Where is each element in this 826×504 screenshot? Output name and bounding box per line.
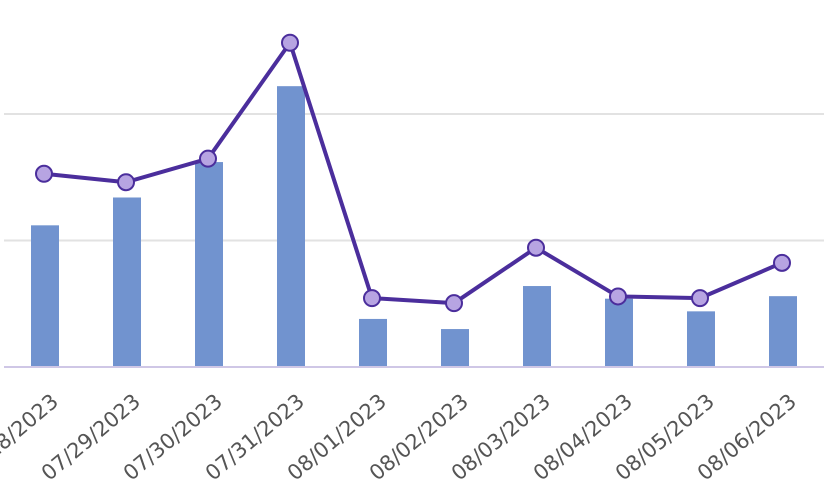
line-series xyxy=(43,40,783,306)
line-point-4 xyxy=(281,33,299,52)
bar-1 xyxy=(31,225,59,367)
bar-9 xyxy=(687,311,715,367)
bar-2 xyxy=(113,197,141,367)
bar-4 xyxy=(277,86,305,368)
line-point-5 xyxy=(363,289,381,308)
bar-8 xyxy=(605,298,633,367)
line-point-10 xyxy=(773,253,791,272)
bar-10 xyxy=(769,296,797,367)
bar-7 xyxy=(523,286,551,367)
line-point-7 xyxy=(527,238,545,257)
line-point-2 xyxy=(117,173,135,192)
line-point-6 xyxy=(445,294,463,313)
bar-5 xyxy=(359,318,387,367)
line-point-1 xyxy=(35,164,53,183)
bar-6 xyxy=(441,329,469,367)
line-point-8 xyxy=(609,287,627,306)
bar-3 xyxy=(195,162,223,367)
line-point-9 xyxy=(691,289,709,308)
line-point-3 xyxy=(199,149,217,168)
